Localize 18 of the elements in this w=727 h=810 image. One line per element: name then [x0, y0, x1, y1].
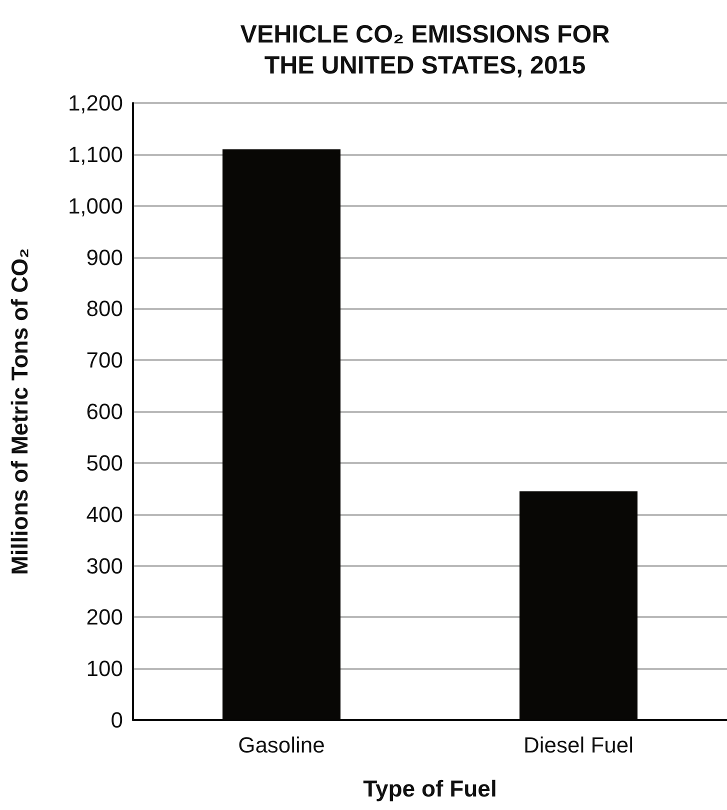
x-tick-label: Diesel Fuel	[523, 732, 634, 758]
chart-title: VEHICLE CO₂ EMISSIONS FOR THE UNITED STATES, 2015	[240, 20, 610, 80]
y-tick-label: 200	[86, 604, 123, 630]
y-tick-label: 100	[86, 656, 123, 682]
y-tick-label: 600	[86, 399, 123, 424]
y-tick-label: 1,100	[68, 142, 123, 167]
y-tick-label: 700	[86, 348, 123, 373]
y-tick-label: 500	[86, 450, 123, 476]
y-axis-title: Millions of Metric Tons of CO₂	[6, 248, 32, 575]
y-tick-label: 800	[86, 296, 123, 322]
y-tick-label: 1,000	[68, 193, 123, 218]
y-tick-label: 300	[86, 553, 123, 578]
y-tick-label: 0	[110, 708, 123, 732]
x-tick-label: Gasoline	[238, 732, 325, 758]
y-tick-label: 900	[86, 244, 123, 270]
x-axis-title: Type of Fuel	[363, 776, 497, 802]
y-tick-label: 1,200	[68, 90, 123, 116]
y-tick-label: 400	[86, 502, 123, 527]
